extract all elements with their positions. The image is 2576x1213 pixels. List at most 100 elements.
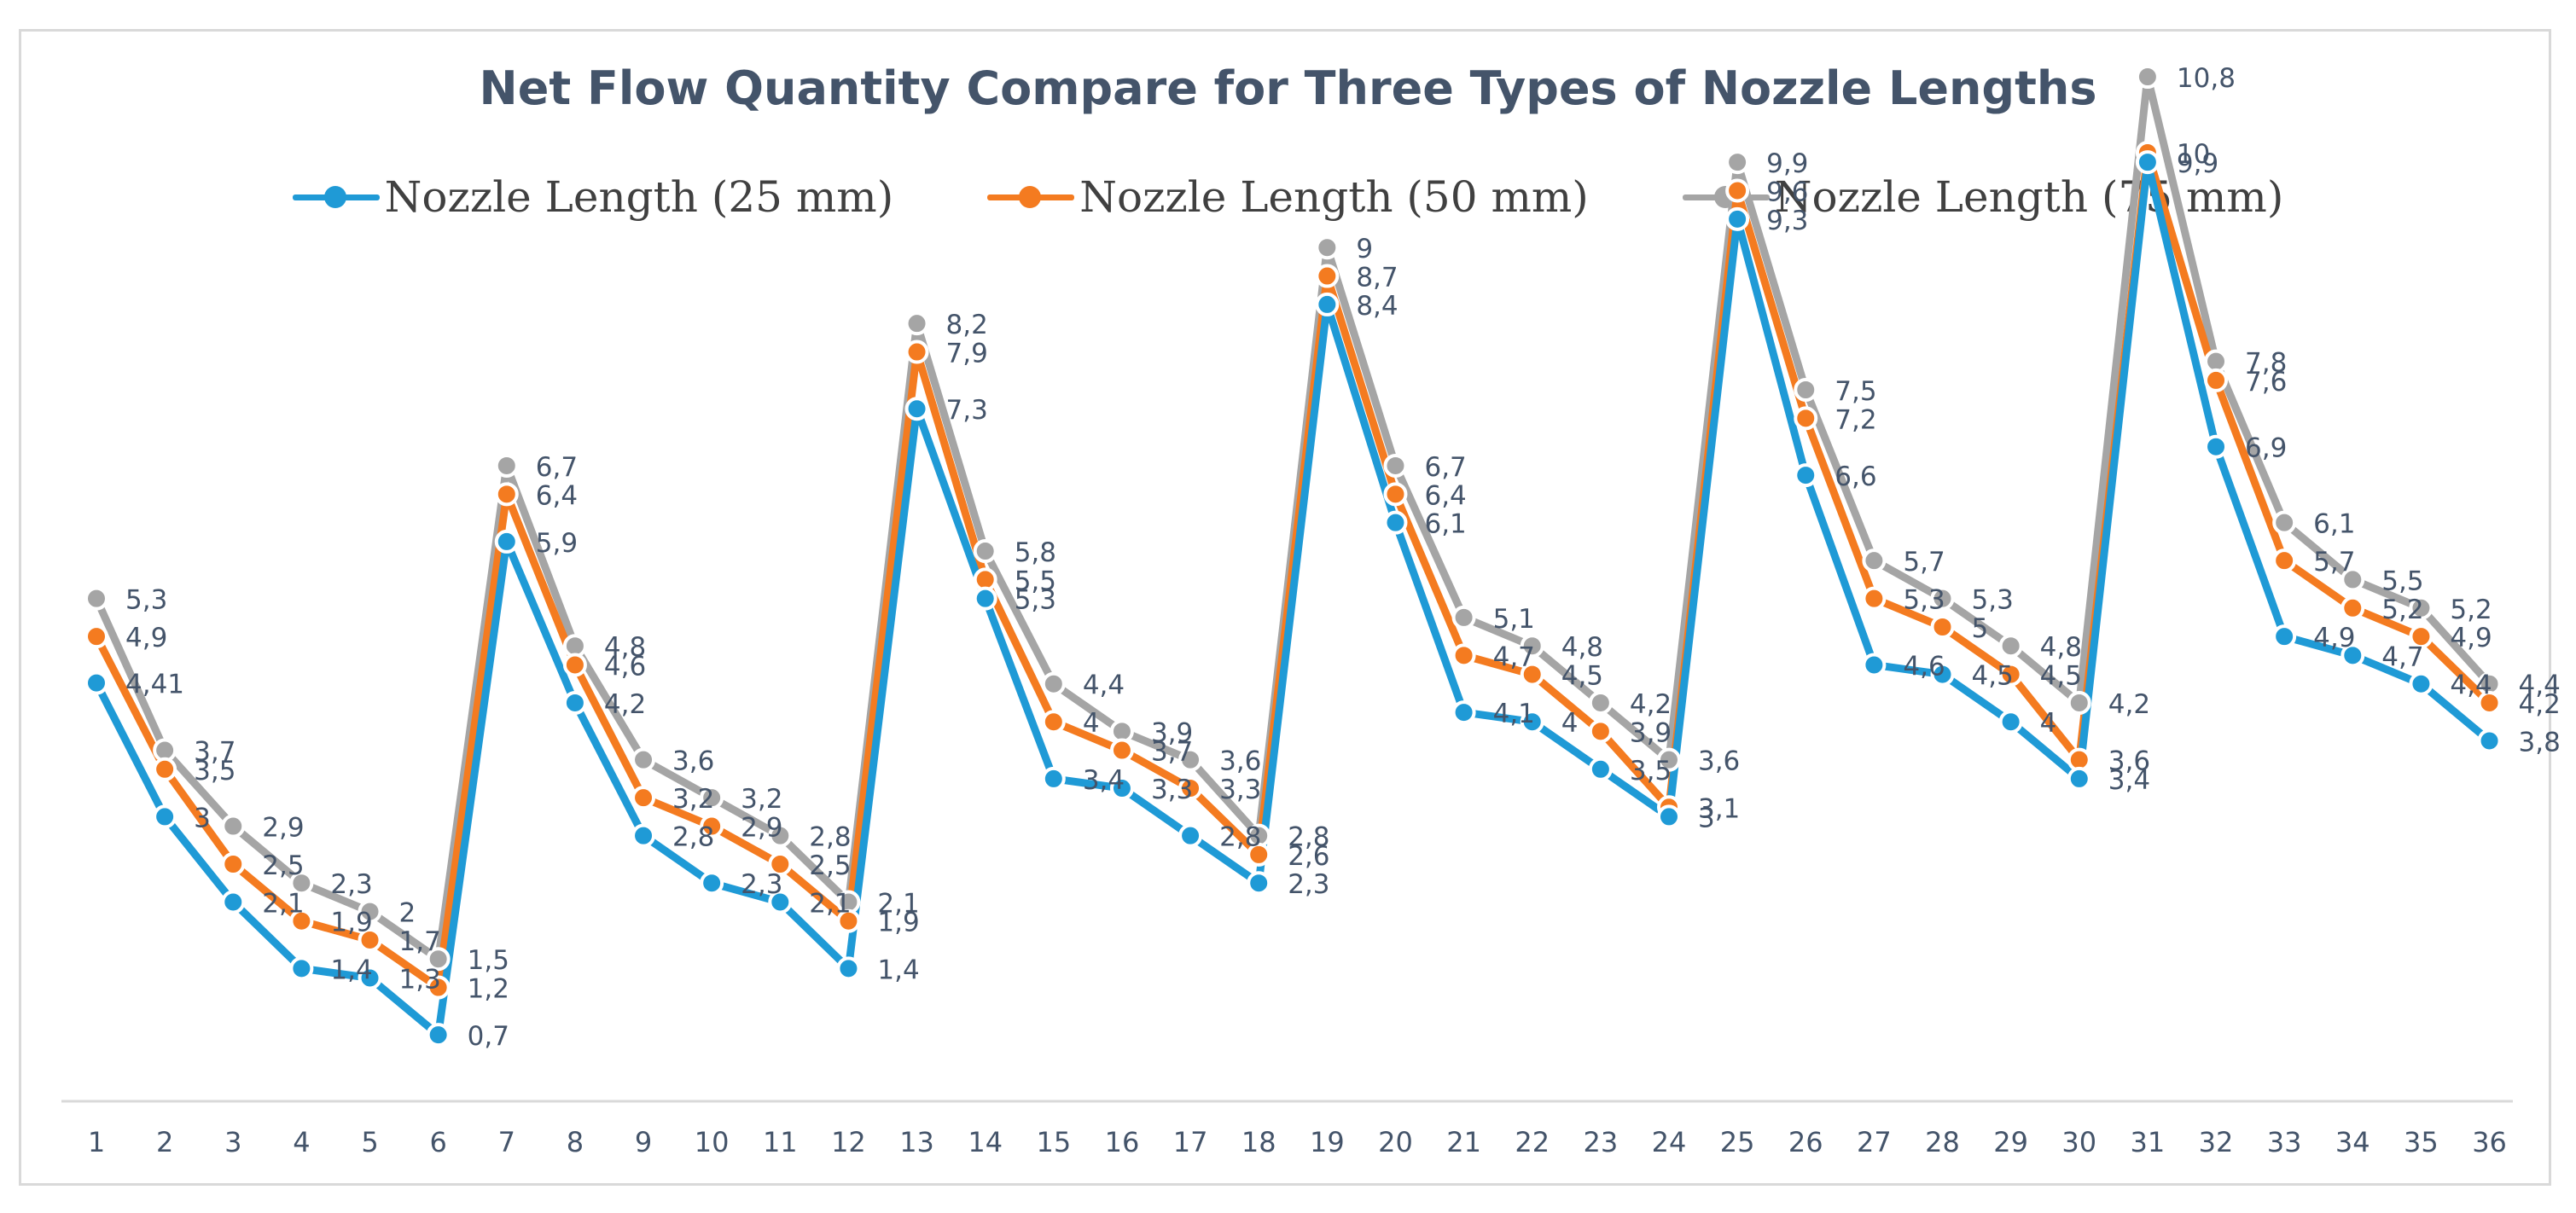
data-label: 4,9 — [2450, 623, 2492, 653]
data-label: 4,2 — [2519, 689, 2561, 720]
data-point — [2340, 643, 2365, 668]
data-point — [289, 908, 314, 933]
data-point — [768, 890, 793, 914]
data-label: 4,2 — [604, 689, 646, 720]
data-label: 2,3 — [330, 869, 372, 900]
x-tick-label: 28 — [1925, 1126, 1960, 1158]
data-point — [2272, 624, 2297, 649]
data-label: 3,2 — [741, 784, 782, 815]
data-label: 3,1 — [1698, 793, 1740, 824]
data-label: 2,5 — [262, 850, 304, 881]
data-label: 5,1 — [1493, 604, 1535, 635]
data-label: 6,6 — [1835, 461, 1876, 492]
data-point — [904, 340, 929, 364]
data-point — [1656, 804, 1681, 829]
data-point — [1794, 406, 1818, 431]
data-point — [1041, 671, 1066, 696]
data-label: 6,7 — [1424, 452, 1466, 483]
x-tick-label: 33 — [2267, 1126, 2302, 1158]
x-tick-label: 8 — [567, 1126, 584, 1158]
data-label: 5,2 — [2381, 595, 2423, 625]
legend-label-25mm: Nozzle Length (25 mm) — [384, 172, 894, 222]
data-label: 4,4 — [1083, 670, 1125, 701]
data-label: 3,3 — [1219, 775, 1261, 805]
data-point — [1520, 710, 1544, 734]
data-label: 5,3 — [1972, 585, 2014, 616]
data-label: 3,7 — [194, 737, 236, 768]
legend-marker — [1019, 186, 1042, 208]
x-tick-label: 35 — [2404, 1126, 2439, 1158]
data-label: 8,2 — [946, 310, 988, 340]
data-point — [1862, 653, 1887, 677]
data-point — [494, 482, 519, 507]
data-point — [1725, 178, 1750, 203]
data-point — [1315, 235, 1340, 260]
data-label: 1,9 — [877, 908, 919, 938]
data-label: 0,7 — [468, 1021, 509, 1052]
data-point — [1930, 586, 1955, 611]
data-point — [631, 747, 656, 772]
x-tick-label: 27 — [1857, 1126, 1892, 1158]
data-label: 4,2 — [1630, 689, 1672, 720]
data-label: 4 — [2040, 708, 2057, 739]
data-point — [768, 823, 793, 848]
data-point — [1247, 842, 1271, 867]
data-label: 1,4 — [877, 955, 919, 985]
data-label: 5,7 — [2313, 547, 2355, 577]
data-label: 6,9 — [2245, 433, 2287, 464]
data-label: 4,7 — [1493, 641, 1535, 672]
data-label: 8,4 — [1356, 291, 1398, 322]
data-label: 6,1 — [2313, 509, 2355, 540]
data-label: 2,6 — [1288, 841, 1329, 872]
data-point — [1041, 766, 1066, 791]
data-label: 2,8 — [1288, 822, 1329, 853]
data-label: 7,6 — [2245, 367, 2287, 398]
data-label: 5,3 — [1015, 585, 1056, 616]
legend-label-50mm: Nozzle Length (50 mm) — [1079, 172, 1589, 222]
data-point — [2204, 434, 2229, 459]
data-point — [562, 690, 587, 715]
data-point — [2135, 65, 2160, 90]
data-label: 7,3 — [946, 395, 988, 426]
data-label: 4 — [1083, 708, 1100, 739]
data-label: 7,8 — [2245, 348, 2287, 379]
data-label: 2,1 — [877, 888, 919, 919]
data-point — [1725, 150, 1750, 175]
data-point — [631, 823, 656, 848]
legend-item-25mm: Nozzle Length (25 mm) — [292, 172, 894, 222]
data-point — [426, 1023, 451, 1048]
data-point — [2409, 624, 2434, 649]
data-point — [700, 786, 724, 810]
data-point — [562, 653, 587, 677]
data-point — [904, 311, 929, 336]
x-tick-label: 5 — [361, 1126, 378, 1158]
data-label: 5,7 — [1903, 547, 1945, 577]
data-point — [1656, 747, 1681, 772]
data-point — [836, 956, 861, 981]
x-tick-label: 12 — [831, 1126, 866, 1158]
data-label: 4,2 — [2108, 689, 2150, 720]
x-tick-label: 24 — [1652, 1126, 1687, 1158]
data-label: 4,6 — [1903, 651, 1945, 682]
legend-label-75mm: Nozzle Length (75 mm) — [1774, 172, 2284, 222]
data-label: 4,5 — [1561, 661, 1603, 692]
data-point — [1725, 206, 1750, 231]
data-point — [2477, 728, 2502, 753]
legend-swatch-50mm — [987, 184, 1075, 210]
data-point — [221, 890, 246, 914]
data-label: 10 — [2177, 139, 2210, 170]
data-label: 4,41 — [125, 670, 184, 700]
data-point — [2135, 150, 2160, 175]
data-label: 1,7 — [399, 926, 441, 957]
data-point — [1315, 292, 1340, 316]
legend-item-50mm: Nozzle Length (50 mm) — [987, 172, 1589, 222]
data-point — [1998, 710, 2023, 734]
data-point — [836, 908, 861, 933]
data-point — [1178, 747, 1203, 772]
data-point — [631, 786, 656, 810]
data-label: 6,7 — [536, 452, 578, 483]
x-tick-label: 1 — [88, 1126, 105, 1158]
data-label: 5,3 — [1903, 585, 1945, 616]
data-point — [84, 586, 108, 611]
data-label: 4,7 — [2381, 641, 2423, 672]
